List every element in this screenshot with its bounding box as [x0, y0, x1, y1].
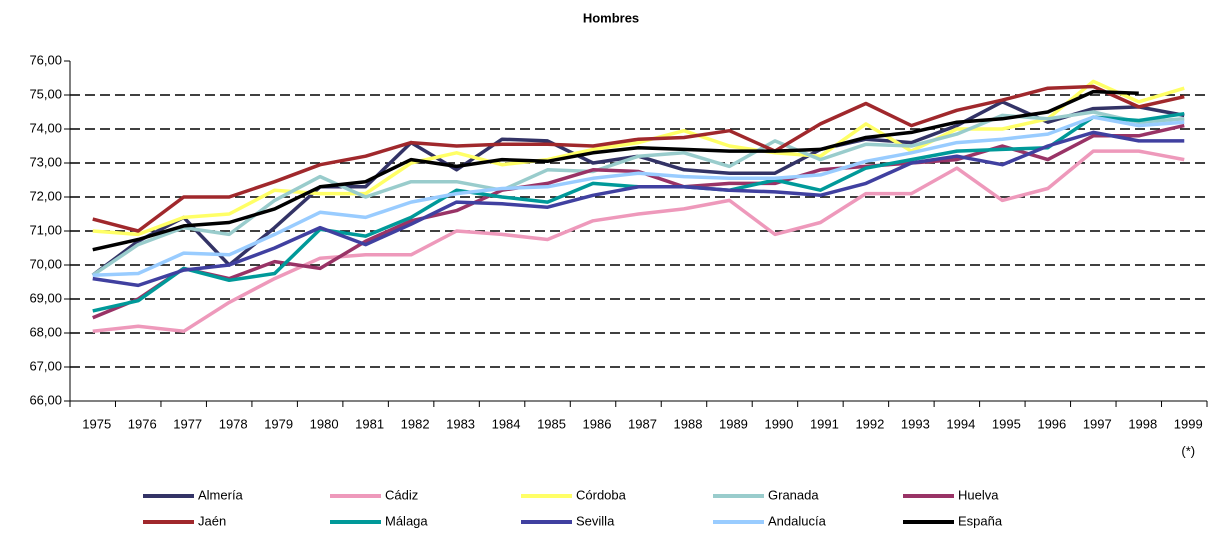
y-tick-label: 70,00	[29, 256, 62, 271]
series-line	[92, 79, 1185, 237]
y-tick-label: 76,00	[29, 52, 62, 67]
x-tick-label: 1993	[901, 416, 930, 431]
legend-label: Almería	[198, 487, 244, 502]
x-tick-label: 1989	[719, 416, 748, 431]
y-tick-label: 69,00	[29, 290, 62, 305]
x-tick-label: 1991	[810, 416, 839, 431]
y-tick-label: 71,00	[29, 222, 62, 237]
x-tick-label: 1979	[264, 416, 293, 431]
x-tick-label: 1986	[583, 416, 612, 431]
legend-label: Huelva	[958, 487, 999, 502]
x-tick-label: 1988	[674, 416, 703, 431]
legend-label: Sevilla	[576, 513, 615, 528]
series-line	[92, 84, 1185, 233]
y-tick-label: 73,00	[29, 154, 62, 169]
x-tick-label: 1984	[492, 416, 521, 431]
x-tick-label: 1977	[173, 416, 202, 431]
x-tick-label: 1996	[1037, 416, 1066, 431]
x-tick-label: 1997	[1083, 416, 1112, 431]
series-line	[92, 89, 1139, 252]
legend-label: Jaén	[198, 513, 226, 528]
legend-label: Andalucía	[768, 513, 827, 528]
x-tick-label: 1983	[446, 416, 475, 431]
x-tick-label: 1990	[764, 416, 793, 431]
x-tick-label: 1992	[855, 416, 884, 431]
x-tick-label: 1982	[401, 416, 430, 431]
x-tick-label: 1976	[128, 416, 157, 431]
legend-label: España	[958, 513, 1003, 528]
y-tick-label: 66,00	[29, 392, 62, 407]
x-tick-label: 1975	[82, 416, 111, 431]
annotation: (*)	[1181, 443, 1195, 458]
x-tick-label: 1987	[628, 416, 657, 431]
legend-label: Granada	[768, 487, 819, 502]
x-tick-label: 1994	[946, 416, 975, 431]
legend-label: Cádiz	[385, 487, 418, 502]
x-tick-label: 1999	[1174, 416, 1203, 431]
series-line	[92, 149, 1185, 334]
y-tick-label: 72,00	[29, 188, 62, 203]
x-tick-label: 1980	[310, 416, 339, 431]
series-line	[91, 110, 1185, 277]
legend-label: Córdoba	[576, 487, 627, 502]
x-tick-label: 1981	[355, 416, 384, 431]
x-tick-label: 1998	[1128, 416, 1157, 431]
y-tick-label: 67,00	[29, 358, 62, 373]
x-tick-label: 1978	[219, 416, 248, 431]
series-line	[92, 130, 1185, 288]
y-tick-label: 74,00	[29, 120, 62, 135]
legend-label: Málaga	[385, 513, 428, 528]
chart-title: Hombres	[583, 10, 639, 25]
x-tick-label: 1995	[992, 416, 1021, 431]
y-tick-label: 75,00	[29, 86, 62, 101]
y-tick-label: 68,00	[29, 324, 62, 339]
x-tick-label: 1985	[537, 416, 566, 431]
series-line	[92, 115, 1185, 277]
